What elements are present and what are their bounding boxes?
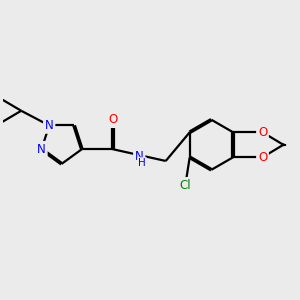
Text: N: N	[37, 143, 46, 156]
Text: N: N	[135, 150, 144, 163]
Text: O: O	[258, 151, 267, 164]
Text: Cl: Cl	[179, 179, 191, 192]
Text: N: N	[45, 119, 54, 132]
Text: O: O	[258, 126, 267, 139]
Text: O: O	[108, 113, 117, 126]
Text: H: H	[138, 158, 146, 168]
